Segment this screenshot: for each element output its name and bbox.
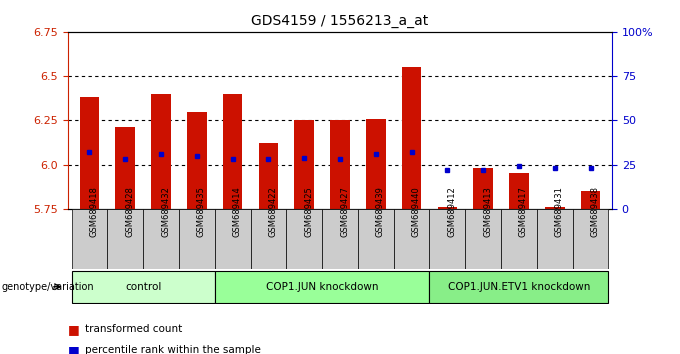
Text: percentile rank within the sample: percentile rank within the sample bbox=[85, 346, 261, 354]
Bar bbox=[509, 173, 529, 209]
Text: genotype/variation: genotype/variation bbox=[1, 282, 94, 292]
Text: GSM689431: GSM689431 bbox=[555, 187, 564, 237]
Bar bbox=[430, 209, 465, 269]
Bar bbox=[465, 209, 501, 269]
Bar bbox=[430, 271, 609, 303]
Text: GSM689440: GSM689440 bbox=[411, 187, 420, 237]
Bar bbox=[294, 120, 314, 209]
Bar bbox=[581, 191, 600, 209]
Bar bbox=[80, 97, 99, 209]
Bar bbox=[545, 207, 564, 209]
Bar bbox=[143, 209, 179, 269]
Text: GDS4159 / 1556213_a_at: GDS4159 / 1556213_a_at bbox=[252, 14, 428, 28]
Text: COP1.JUN.ETV1 knockdown: COP1.JUN.ETV1 knockdown bbox=[447, 282, 590, 292]
Bar bbox=[358, 209, 394, 269]
Bar bbox=[537, 209, 573, 269]
Text: GSM689438: GSM689438 bbox=[590, 186, 600, 238]
Text: GSM689432: GSM689432 bbox=[161, 187, 170, 237]
Text: GSM689428: GSM689428 bbox=[125, 187, 134, 237]
Text: ■: ■ bbox=[68, 323, 80, 336]
Bar bbox=[258, 143, 278, 209]
Text: ■: ■ bbox=[68, 344, 80, 354]
Text: GSM689413: GSM689413 bbox=[483, 187, 492, 237]
Bar bbox=[366, 119, 386, 209]
Bar bbox=[107, 209, 143, 269]
Text: GSM689412: GSM689412 bbox=[447, 187, 456, 237]
Bar bbox=[151, 94, 171, 209]
Text: GSM689422: GSM689422 bbox=[269, 187, 277, 237]
Bar bbox=[215, 271, 430, 303]
Bar bbox=[187, 112, 207, 209]
Text: GSM689435: GSM689435 bbox=[197, 187, 206, 237]
Bar bbox=[223, 94, 243, 209]
Bar bbox=[501, 209, 537, 269]
Bar bbox=[71, 209, 107, 269]
Text: control: control bbox=[125, 282, 161, 292]
Bar bbox=[116, 127, 135, 209]
Text: GSM689417: GSM689417 bbox=[519, 187, 528, 237]
Bar bbox=[437, 207, 457, 209]
Bar bbox=[322, 209, 358, 269]
Bar bbox=[394, 209, 430, 269]
Text: GSM689418: GSM689418 bbox=[90, 187, 99, 237]
Text: GSM689427: GSM689427 bbox=[340, 187, 349, 237]
Text: GSM689425: GSM689425 bbox=[304, 187, 313, 237]
Bar bbox=[250, 209, 286, 269]
Bar bbox=[330, 120, 350, 209]
Text: GSM689414: GSM689414 bbox=[233, 187, 241, 237]
Text: GSM689439: GSM689439 bbox=[376, 187, 385, 237]
Bar bbox=[215, 209, 250, 269]
Bar bbox=[402, 67, 422, 209]
Bar bbox=[473, 168, 493, 209]
Text: transformed count: transformed count bbox=[85, 324, 182, 334]
Bar bbox=[179, 209, 215, 269]
Bar bbox=[71, 271, 215, 303]
Bar bbox=[573, 209, 609, 269]
Bar bbox=[286, 209, 322, 269]
Text: COP1.JUN knockdown: COP1.JUN knockdown bbox=[266, 282, 378, 292]
